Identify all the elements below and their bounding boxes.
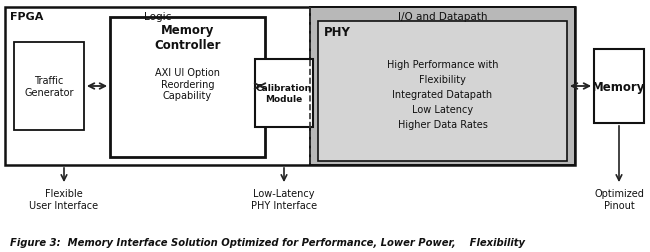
Bar — [14, 43, 84, 131]
Bar — [310, 8, 575, 165]
Text: High Performance with: High Performance with — [387, 60, 499, 70]
Bar — [5, 8, 575, 165]
Text: Logic: Logic — [144, 12, 171, 22]
Text: Low-Latency
PHY Interface: Low-Latency PHY Interface — [251, 188, 317, 210]
Bar — [318, 22, 567, 161]
Bar — [255, 60, 313, 128]
Bar — [594, 50, 644, 123]
Bar — [110, 18, 265, 158]
Text: Calibration
Module: Calibration Module — [256, 84, 312, 103]
Text: AXI UI Option
Reordering
Capability: AXI UI Option Reordering Capability — [155, 68, 220, 101]
Text: FPGA: FPGA — [10, 12, 44, 22]
Text: Memory: Memory — [592, 80, 645, 93]
Text: Higher Data Rates: Higher Data Rates — [398, 119, 488, 130]
Text: Figure 3:  Memory Interface Solution Optimized for Performance, Lower Power,    : Figure 3: Memory Interface Solution Opti… — [10, 237, 525, 247]
Text: Integrated Datapath: Integrated Datapath — [393, 90, 493, 100]
Text: Low Latency: Low Latency — [412, 105, 473, 115]
Text: PHY: PHY — [324, 26, 351, 39]
Text: I/O and Datapath: I/O and Datapath — [398, 12, 488, 22]
Text: Flexible
User Interface: Flexible User Interface — [29, 188, 99, 210]
Text: Traffic
Generator: Traffic Generator — [24, 76, 73, 98]
Text: Flexibility: Flexibility — [419, 75, 466, 85]
Text: Memory
Controller: Memory Controller — [154, 24, 221, 52]
Text: Optimized
Pinout: Optimized Pinout — [594, 188, 644, 210]
